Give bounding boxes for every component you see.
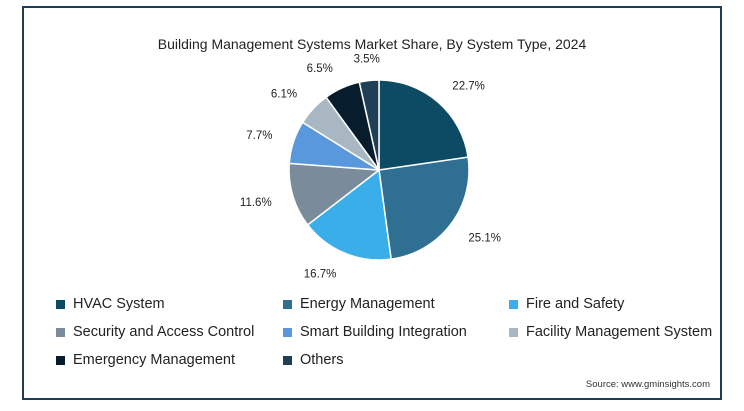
legend-item-smart: Smart Building Integration — [283, 324, 467, 340]
legend-label-facility: Facility Management System — [526, 324, 713, 340]
legend-swatch-emergency — [56, 355, 65, 365]
legend-label-smart: Smart Building Integration — [300, 324, 467, 340]
legend-swatch-security — [56, 327, 65, 337]
pie-label-2: 16.7% — [304, 269, 337, 281]
pie-label-5: 6.1% — [271, 89, 297, 101]
pie-label-3: 11.6% — [240, 197, 272, 209]
pie-label-1: 25.1% — [468, 232, 501, 244]
legend-label-energy: Energy Management — [300, 296, 435, 312]
legend-swatch-energy — [283, 299, 292, 309]
legend-item-fire: Fire and Safety — [509, 296, 624, 312]
legend-swatch-smart — [283, 327, 292, 337]
legend-item-security: Security and Access Control — [56, 324, 254, 340]
legend-item-hvac: HVAC System — [56, 296, 165, 312]
pie-label-6: 6.5% — [307, 63, 333, 75]
pie-chart: 22.7% 25.1% 16.7% 11.6% 7.7% 6.1% 6.5% 3.5% — [240, 54, 501, 281]
legend-item-others: Others — [283, 352, 344, 368]
pie-slice-2 — [306, 168, 392, 261]
legend-label-others: Others — [300, 352, 344, 368]
legend-swatch-hvac — [56, 299, 65, 309]
chart-frame: Building Management Systems Market Share… — [22, 6, 722, 400]
legend-item-energy: Energy Management — [283, 296, 435, 312]
chart-title: Building Management Systems Market Share… — [157, 36, 587, 52]
legend-swatch-fire — [509, 299, 518, 309]
pie-slice-1 — [378, 156, 470, 261]
legend-label-hvac: HVAC System — [73, 296, 165, 312]
legend-label-fire: Fire and Safety — [526, 296, 625, 312]
legend-label-security: Security and Access Control — [73, 324, 255, 340]
pie-slice-3 — [288, 162, 382, 226]
pie-label-4: 7.7% — [246, 130, 272, 142]
legend-swatch-facility — [509, 327, 518, 337]
source-note: Source: www.gminsights.com — [585, 379, 710, 390]
legend-item-emergency: Emergency Management — [56, 352, 235, 368]
pie-label-7: 3.5% — [354, 54, 380, 66]
legend-label-emergency: Emergency Management — [73, 352, 235, 368]
pie-slice-0 — [378, 79, 469, 171]
pie-label-0: 22.7% — [452, 80, 485, 92]
legend-item-facility: Facility Management System — [509, 324, 712, 340]
legend-swatch-others — [283, 355, 292, 365]
pie-slice-7 — [358, 79, 380, 171]
